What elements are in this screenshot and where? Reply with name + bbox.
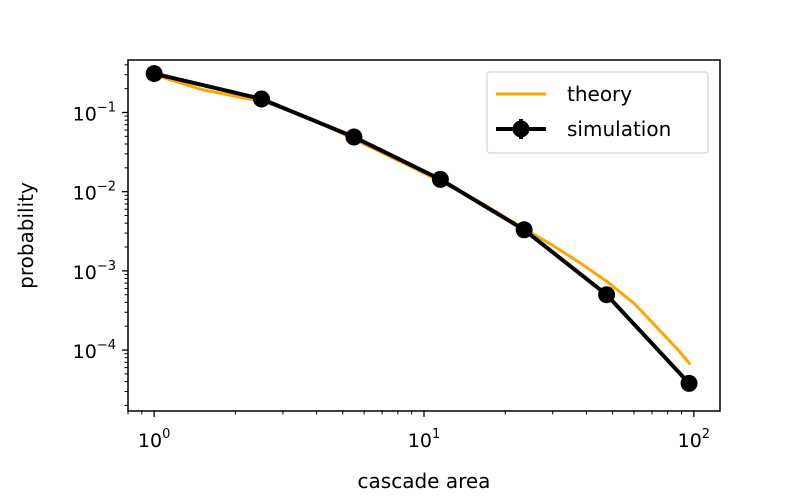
y-axis-label: probability — [14, 182, 38, 289]
simulation-point — [515, 221, 533, 239]
tick-exponent: −2 — [97, 180, 116, 195]
x-tick-label: 102 — [678, 427, 710, 452]
tick-base: 10 — [408, 430, 432, 452]
series-layer — [145, 65, 698, 392]
x-tick-label: 100 — [138, 427, 170, 452]
tick-base: 10 — [73, 103, 97, 125]
simulation-point — [145, 65, 163, 83]
tick-exponent: 0 — [162, 427, 170, 442]
tick-exponent: −4 — [97, 338, 116, 353]
tick-base: 10 — [73, 262, 97, 284]
tick-base: 10 — [678, 430, 702, 452]
y-tick-label: 10−1 — [73, 100, 116, 125]
tick-base: 10 — [73, 341, 97, 363]
simulation-point — [431, 170, 449, 188]
legend-frame — [486, 71, 709, 154]
tick-base: 10 — [138, 430, 162, 452]
tick-base: 10 — [73, 183, 97, 205]
simulation-point — [680, 374, 698, 392]
legend: theory simulation — [486, 71, 709, 154]
tick-exponent: 1 — [432, 427, 440, 442]
simulation-point — [598, 286, 616, 304]
tick-exponent: −1 — [97, 100, 116, 115]
y-tick-label: 10−4 — [73, 338, 116, 363]
legend-simulation-marker — [512, 120, 530, 138]
y-tick-label: 10−2 — [73, 180, 116, 205]
tick-exponent: 2 — [702, 427, 710, 442]
simulation-point — [345, 128, 363, 146]
simulation-point — [253, 90, 271, 108]
x-tick-label: 101 — [408, 427, 440, 452]
legend-items: theory simulation — [496, 82, 671, 141]
tick-exponent: −3 — [97, 259, 116, 274]
x-axis-label: cascade area — [358, 469, 491, 493]
legend-theory-label: theory — [567, 82, 632, 106]
legend-simulation-label: simulation — [567, 117, 671, 141]
y-tick-label: 10−3 — [73, 259, 116, 284]
